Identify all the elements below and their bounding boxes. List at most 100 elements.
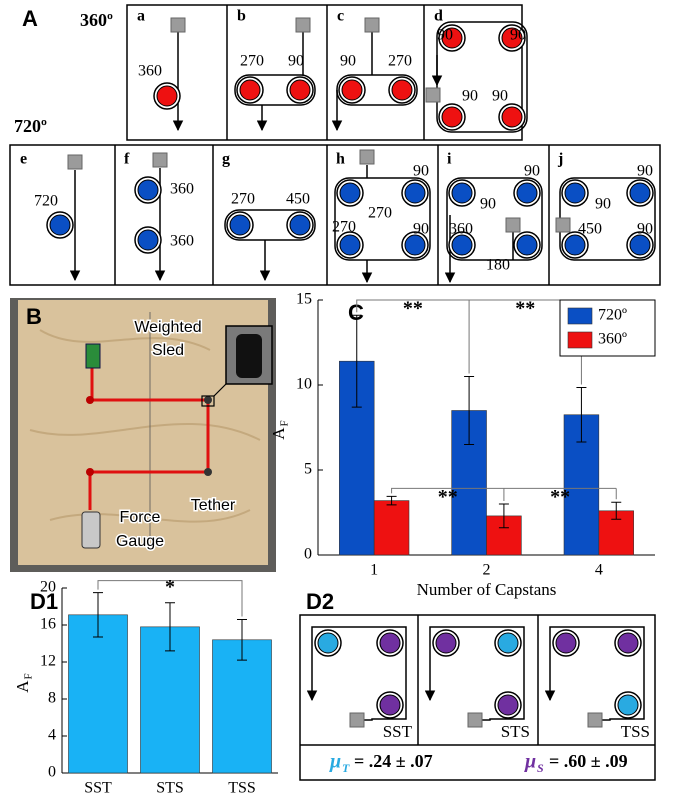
sled bbox=[170, 17, 186, 33]
legend-swatch bbox=[567, 331, 593, 349]
y-label: A bbox=[13, 680, 32, 693]
x-tick-label: TSS bbox=[228, 780, 256, 797]
capstan bbox=[339, 182, 361, 204]
bar bbox=[373, 500, 410, 556]
capstan bbox=[441, 27, 463, 49]
wrap-angle: 450 bbox=[286, 191, 310, 208]
capstan bbox=[441, 106, 463, 128]
capstan bbox=[501, 27, 523, 49]
wrap-angle: 360 bbox=[138, 63, 162, 80]
panel-label: C bbox=[348, 300, 364, 325]
wrap-angle: 90 bbox=[510, 27, 526, 44]
diagram-letter: g bbox=[222, 151, 230, 168]
capstan bbox=[339, 234, 361, 256]
y-tick-label: 16 bbox=[40, 616, 56, 633]
wrap-angle: 90 bbox=[462, 88, 478, 105]
bar bbox=[68, 614, 128, 774]
bracket bbox=[391, 487, 617, 501]
sled bbox=[349, 712, 365, 728]
error-bar bbox=[165, 602, 175, 652]
x-tick-label: SST bbox=[84, 780, 112, 797]
x-axis-label: Number of Capstans bbox=[417, 580, 557, 599]
capstan bbox=[497, 632, 519, 654]
y-tick-label: 10 bbox=[296, 376, 312, 393]
significance: * bbox=[165, 576, 175, 598]
capstan bbox=[629, 234, 651, 256]
significance: ** bbox=[550, 486, 570, 508]
bar bbox=[212, 639, 272, 774]
capstan bbox=[317, 632, 339, 654]
wrap-angle: 90 bbox=[637, 163, 653, 180]
mu-symbol: μ bbox=[524, 751, 536, 773]
capstan bbox=[391, 79, 413, 101]
photo-label: Weighted bbox=[134, 319, 201, 336]
wrap-angle: 270 bbox=[388, 53, 412, 70]
y-tick-label: 4 bbox=[48, 727, 56, 744]
wrap-angle: 180 bbox=[486, 257, 510, 274]
legend-label: 360º bbox=[598, 331, 627, 348]
wrap-angle: 450 bbox=[578, 221, 602, 238]
wrap-angle: 270 bbox=[332, 219, 356, 236]
capstan bbox=[379, 632, 401, 654]
capstan bbox=[617, 694, 639, 716]
config-label: TSS bbox=[621, 722, 650, 741]
sled bbox=[364, 17, 380, 33]
sled bbox=[505, 217, 521, 233]
tether-loop bbox=[224, 209, 316, 241]
capstan bbox=[497, 694, 519, 716]
capstan bbox=[137, 229, 159, 251]
bracket bbox=[97, 580, 243, 617]
capstan bbox=[137, 179, 159, 201]
tether-loop bbox=[234, 74, 316, 106]
wrap-angle: 90 bbox=[413, 221, 429, 238]
x-tick-label: STS bbox=[156, 780, 184, 797]
capstan bbox=[49, 214, 71, 236]
significance: ** bbox=[403, 298, 423, 320]
photo bbox=[10, 298, 276, 572]
y-tick-label: 15 bbox=[296, 291, 312, 308]
panel-label: B bbox=[26, 304, 42, 329]
capstan bbox=[435, 632, 457, 654]
wrap-angle: 90 bbox=[340, 53, 356, 70]
capstan bbox=[564, 234, 586, 256]
error-bar bbox=[386, 495, 397, 506]
y-label: A bbox=[269, 427, 288, 440]
wrap-angle: 90 bbox=[595, 196, 611, 213]
capstan bbox=[379, 694, 401, 716]
diagram-letter: i bbox=[447, 151, 452, 168]
sled bbox=[67, 154, 83, 170]
x-tick-label: 2 bbox=[483, 562, 491, 579]
config-label: STS bbox=[501, 722, 530, 741]
bracket bbox=[356, 299, 582, 385]
diagram-letter: j bbox=[557, 151, 563, 168]
sled bbox=[425, 87, 441, 103]
diagram-letter: e bbox=[20, 151, 27, 168]
capstan bbox=[564, 182, 586, 204]
capstan bbox=[289, 79, 311, 101]
photo-label: Force bbox=[120, 509, 161, 526]
y-axis-label: AF bbox=[269, 420, 291, 439]
error-bar bbox=[464, 376, 475, 445]
sled bbox=[359, 149, 375, 165]
x-tick-label: 1 bbox=[370, 562, 378, 579]
wrap-angle: 90 bbox=[413, 163, 429, 180]
capstan bbox=[555, 632, 577, 654]
capstan bbox=[516, 234, 538, 256]
significance: ** bbox=[438, 486, 458, 508]
capstan bbox=[629, 182, 651, 204]
wrap-angle: 270 bbox=[240, 53, 264, 70]
y-tick-label: 12 bbox=[40, 653, 56, 670]
capstan bbox=[501, 106, 523, 128]
sled bbox=[467, 712, 483, 728]
config-label: SST bbox=[383, 722, 413, 741]
capstan bbox=[617, 632, 639, 654]
diagram-letter: d bbox=[434, 8, 443, 25]
wrap-angle: 360 bbox=[449, 221, 473, 238]
wrap-angle: 720 bbox=[34, 193, 58, 210]
sled bbox=[587, 712, 603, 728]
wrap-angle: 270 bbox=[368, 205, 392, 222]
wrap-angle: 360 bbox=[170, 233, 194, 250]
capstan bbox=[239, 79, 261, 101]
error-bar bbox=[93, 592, 103, 638]
